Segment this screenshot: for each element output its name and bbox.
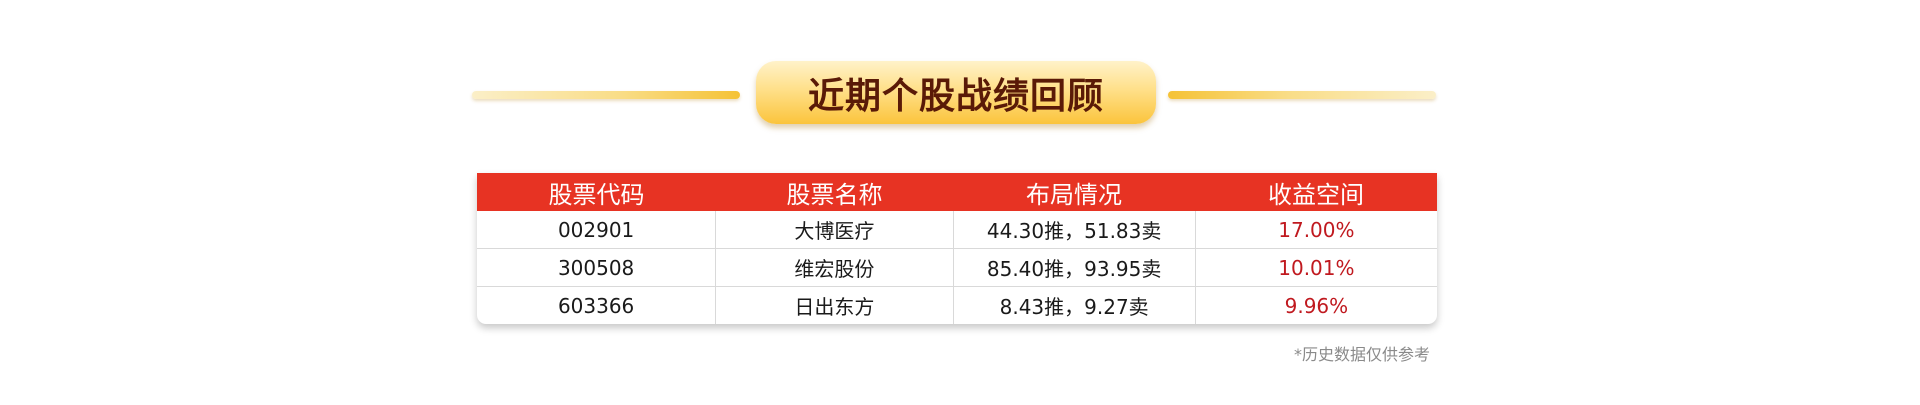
cell-gain: 17.00% bbox=[1194, 211, 1437, 248]
cell-stock-code: 603366 bbox=[557, 293, 635, 318]
cell-layout: 85.40推，93.95卖 bbox=[952, 249, 1195, 286]
title-decor-line-right bbox=[1168, 91, 1436, 99]
header-stock-name: 股票名称 bbox=[786, 180, 883, 209]
cell-layout: 44.30推，51.83卖 bbox=[952, 211, 1195, 248]
page-title: 近期个股战绩回顾 bbox=[807, 75, 1104, 117]
table-body: 002901 大博医疗 44.30推，51.83卖 17.00% 300508 … bbox=[477, 211, 1437, 324]
cell-gain: 9.96% bbox=[1194, 287, 1437, 324]
cell-stock-name: 日出东方 bbox=[715, 287, 952, 324]
stock-performance-table: 股票代码 股票名称 布局情况 收益空间 002901 大博医疗 44.30推，5… bbox=[477, 173, 1437, 324]
table-row: 603366 日出东方 8.43推，9.27卖 9.96% bbox=[477, 286, 1437, 324]
cell-stock-code: 002901 bbox=[557, 217, 635, 242]
cell-stock-code: 300508 bbox=[557, 255, 635, 280]
header-gain: 收益空间 bbox=[1268, 180, 1364, 209]
title-decor-line-left bbox=[472, 91, 740, 99]
table-header-row: 股票代码 股票名称 布局情况 收益空间 bbox=[477, 173, 1437, 211]
cell-layout: 8.43推，9.27卖 bbox=[952, 287, 1195, 324]
cell-gain: 10.01% bbox=[1194, 249, 1437, 286]
table-row: 300508 维宏股份 85.40推，93.95卖 10.01% bbox=[477, 248, 1437, 286]
cell-stock-name: 大博医疗 bbox=[715, 211, 952, 248]
disclaimer-footnote: *历史数据仅供参考 bbox=[1293, 345, 1430, 364]
header-stock-code: 股票代码 bbox=[548, 180, 645, 209]
header-layout: 布局情况 bbox=[1026, 180, 1122, 209]
cell-stock-name: 维宏股份 bbox=[715, 249, 952, 286]
title-banner: 近期个股战绩回顾 bbox=[756, 61, 1156, 124]
table-row: 002901 大博医疗 44.30推，51.83卖 17.00% bbox=[477, 211, 1437, 248]
